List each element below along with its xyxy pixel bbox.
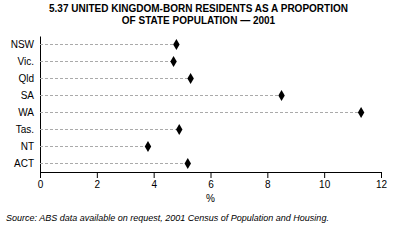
x-tick: 4 (151, 172, 157, 190)
marker (176, 124, 182, 135)
stem (40, 163, 188, 164)
x-tick-mark (324, 172, 325, 178)
x-tick-label: 6 (208, 179, 214, 190)
y-tick-label: WA (18, 107, 34, 118)
marker (278, 90, 284, 101)
stem (40, 112, 361, 113)
x-tick-mark (40, 172, 41, 178)
y-tick: NSW (11, 39, 35, 50)
stem (40, 61, 174, 62)
x-tick-mark (154, 172, 155, 178)
y-tick-label: ACT (14, 158, 34, 169)
x-tick-mark (381, 172, 382, 178)
stem (40, 146, 148, 147)
x-axis-title: % (206, 193, 215, 204)
marker (170, 56, 176, 67)
y-tick: Tas. (16, 124, 34, 135)
y-tick-label: NT (21, 141, 34, 152)
stem (40, 129, 179, 130)
x-tick-label: 2 (95, 179, 101, 190)
y-tick-label: Qld (18, 73, 34, 84)
y-tick-label: Vic. (18, 56, 35, 67)
title: 5.37 UNITED KINGDOM-BORN RESIDENTS AS A … (49, 3, 348, 26)
x-tick-label: 10 (319, 179, 331, 190)
stem (40, 95, 282, 96)
title-line: 5.37 UNITED KINGDOM-BORN RESIDENTS AS A … (49, 3, 348, 14)
x-tick-mark (211, 172, 212, 178)
y-axis: NSW Vic. Qld SA WA Tas. NT ACT (11, 37, 41, 173)
y-tick-label: SA (21, 90, 35, 101)
x-tick: 12 (376, 172, 388, 190)
x-tick: 10 (319, 172, 331, 190)
x-tick: 8 (265, 172, 271, 190)
marker (173, 39, 179, 50)
y-tick: Vic. (18, 56, 35, 67)
x-axis: 0 2 4 6 8 10 12 (38, 172, 388, 190)
chart: 5.37 UNITED KINGDOM-BORN RESIDENTS AS A … (0, 0, 397, 227)
y-tick-label: NSW (11, 39, 35, 50)
x-tick-label: 0 (38, 179, 44, 190)
x-tick-mark (97, 172, 98, 178)
source-note: Source: ABS data available on request, 2… (6, 213, 329, 223)
x-tick-label: 4 (151, 179, 157, 190)
x-tick-label: 8 (265, 179, 271, 190)
plot: 0 2 4 6 8 10 12 NSW Vic. Qld SA WA Tas. NT ACT% (11, 37, 388, 205)
marks (40, 39, 364, 169)
marker (358, 107, 364, 118)
marker (187, 73, 193, 84)
x-axis-line (41, 173, 382, 179)
stem (40, 78, 191, 79)
y-tick: WA (18, 107, 34, 118)
y-tick: Qld (18, 73, 34, 84)
x-tick: 6 (208, 172, 214, 190)
stem (40, 44, 176, 45)
y-tick: SA (21, 90, 35, 101)
marker (185, 158, 191, 169)
x-tick-mark (267, 172, 268, 178)
title-line: OF STATE POPULATION — 2001 (122, 15, 276, 26)
y-tick: ACT (14, 158, 34, 169)
y-axis-line (40, 37, 41, 173)
x-tick: 0 (38, 172, 44, 190)
y-tick: NT (21, 141, 34, 152)
x-tick-label: 12 (376, 179, 388, 190)
x-tick: 2 (95, 172, 101, 190)
marker (145, 141, 151, 152)
y-tick-label: Tas. (16, 124, 34, 135)
